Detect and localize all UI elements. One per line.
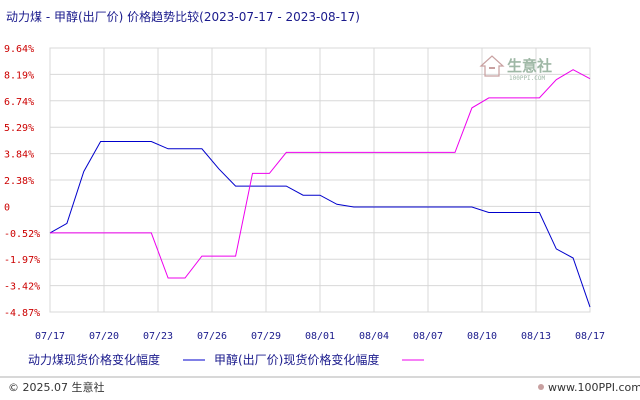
watermark-text: 生意社: [507, 57, 552, 75]
y-axis: 9.64% 8.19% 6.74% 5.29% 3.84% 2.38% 0 -0.52% -1.…: [4, 44, 40, 319]
y-tick-label: -3.42%: [4, 282, 40, 293]
footer-dot-icon: [538, 384, 544, 390]
footer-copyright: © 2025.07 生意社: [8, 380, 104, 394]
y-tick-label: 0: [4, 202, 10, 213]
x-tick-label: 08/07: [413, 331, 443, 342]
x-axis: 07/17 07/20 07/23 07/26 07/29 08/01 08/04 08/07…: [35, 331, 605, 342]
y-tick-label: -4.87%: [4, 308, 40, 319]
y-tick-label: -1.97%: [4, 255, 40, 266]
y-tick-label: 8.19%: [4, 70, 34, 81]
legend-label-1: 甲醇(出厂价)现货价格变化幅度: [214, 352, 379, 367]
watermark: 生意社 100PPI.COM: [479, 55, 552, 82]
legend: 动力煤现货价格变化幅度 甲醇(出厂价)现货价格变化幅度: [28, 352, 424, 367]
x-tick-label: 07/26: [197, 331, 227, 342]
footer-url: www.100PPI.com: [548, 381, 640, 394]
y-tick-label: 3.84%: [4, 150, 34, 161]
y-tick-label: -0.52%: [4, 229, 40, 240]
x-tick-label: 08/01: [305, 331, 335, 342]
y-tick-label: 6.74%: [4, 97, 34, 108]
grid: [49, 47, 591, 313]
x-tick-label: 07/29: [251, 331, 281, 342]
x-tick-label: 08/10: [467, 331, 497, 342]
series-line-0: [49, 141, 591, 308]
x-tick-label: 08/04: [359, 331, 389, 342]
x-tick-label: 08/13: [521, 331, 551, 342]
x-tick-label: 08/17: [575, 331, 605, 342]
house-logo-icon: [479, 55, 505, 77]
x-tick-label: 07/23: [143, 331, 173, 342]
series-lines: [49, 69, 591, 308]
chart-title: 动力煤 - 甲醇(出厂价) 价格趋势比较(2023-07-17 - 2023-0…: [6, 9, 360, 24]
x-tick-label: 07/17: [35, 331, 65, 342]
logo-bar: [489, 67, 495, 69]
y-tick-label: 9.64%: [4, 44, 34, 55]
y-tick-label: 5.29%: [4, 123, 34, 134]
series-line-1: [50, 69, 591, 279]
watermark-sub: 100PPI.COM: [509, 75, 546, 82]
x-tick-label: 07/20: [89, 331, 119, 342]
y-tick-label: 2.38%: [4, 176, 34, 187]
legend-label-0: 动力煤现货价格变化幅度: [28, 352, 160, 367]
